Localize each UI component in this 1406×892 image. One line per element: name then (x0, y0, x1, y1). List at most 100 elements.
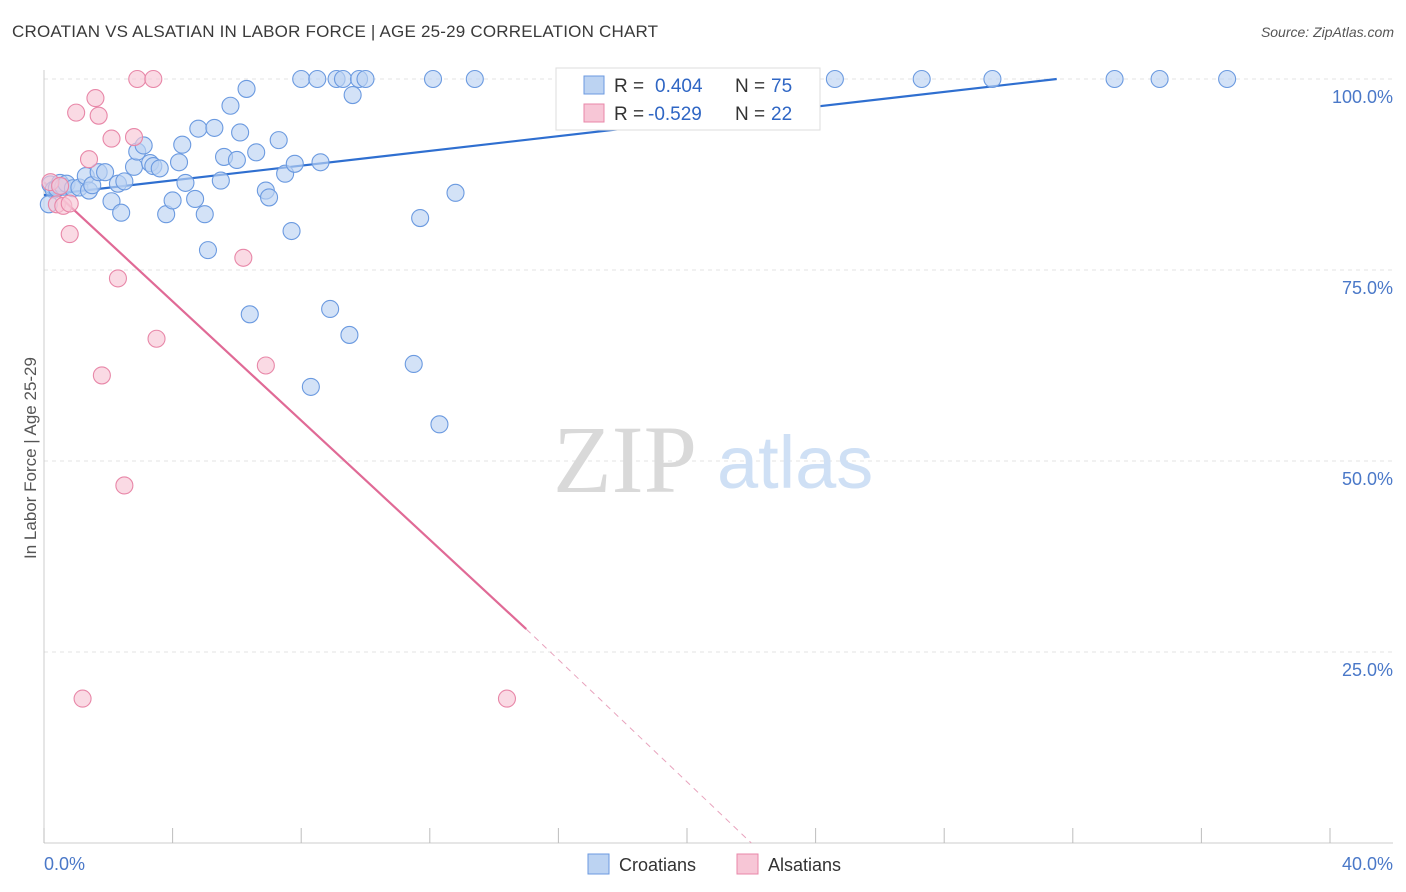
point-alsatians (124, 128, 144, 147)
point-croatians (825, 69, 844, 89)
point-croatians (205, 118, 224, 137)
point-croatians (198, 241, 218, 260)
point-croatians (189, 119, 208, 138)
point-croatians (333, 69, 353, 89)
y-tick-label-50: 50.0% (1342, 469, 1393, 489)
point-croatians (186, 189, 205, 208)
y-tick-label-25: 25.0% (1342, 660, 1393, 680)
point-alsatians (497, 689, 517, 708)
legend-swatch-croatians (587, 853, 610, 875)
watermark-zip: ZIP (553, 406, 697, 513)
point-croatians (340, 325, 359, 344)
point-alsatians (67, 103, 86, 122)
point-croatians (115, 172, 134, 191)
stats-n-value-croatians: 75 (771, 76, 792, 97)
point-alsatians (147, 329, 166, 348)
point-croatians (269, 131, 288, 150)
point-croatians (227, 150, 246, 170)
point-croatians (282, 221, 301, 241)
chart-title: CROATIAN VS ALSATIAN IN LABOR FORCE | AG… (12, 22, 659, 41)
point-alsatians (144, 69, 163, 89)
point-croatians (423, 69, 443, 89)
point-croatians (404, 354, 423, 374)
point-croatians (321, 299, 340, 319)
point-croatians (150, 159, 169, 178)
trend-line-alsatians-extrapolated (525, 628, 752, 844)
x-tick-label-max: 40.0% (1342, 854, 1393, 874)
source-label: Source: ZipAtlas.com (1260, 24, 1394, 40)
legend-label-alsatians: Alsatians (768, 855, 841, 875)
point-croatians (356, 69, 375, 89)
stats-r-value-croatians: 0.404 (655, 76, 703, 97)
watermark-atlas: atlas (717, 421, 873, 504)
y-tick-label-75: 75.0% (1342, 278, 1393, 298)
point-alsatians (115, 476, 134, 495)
point-alsatians (60, 225, 79, 244)
point-croatians (1105, 69, 1124, 89)
stats-swatch-alsatians (583, 103, 605, 123)
point-alsatians (92, 366, 111, 385)
point-croatians (411, 208, 430, 228)
stats-r-label-alsatians: R = (614, 104, 644, 125)
legend: Croatians Alsatians (587, 853, 841, 875)
point-croatians (176, 173, 195, 192)
point-croatians (301, 377, 320, 396)
x-tick-label-min: 0.0% (44, 854, 85, 874)
stats-n-label-croatians: N = (735, 76, 765, 97)
point-croatians (446, 183, 465, 202)
point-alsatians (79, 150, 99, 169)
stats-n-label-alsatians: N = (735, 104, 765, 125)
stats-r-value-alsatians: -0.529 (648, 104, 702, 125)
point-alsatians (256, 356, 275, 375)
point-croatians (195, 205, 214, 224)
trend-lines (43, 77, 1057, 844)
point-croatians (1150, 69, 1169, 89)
stats-swatch-croatians (583, 75, 605, 95)
point-alsatians (108, 269, 127, 288)
y-tick-label-100: 100.0% (1332, 87, 1393, 107)
point-croatians (247, 143, 266, 162)
point-alsatians (234, 248, 253, 267)
point-croatians (169, 153, 189, 172)
y-axis-label: In Labor Force | Age 25-29 (21, 357, 40, 559)
point-croatians (308, 69, 327, 89)
point-alsatians (89, 106, 108, 125)
trend-line-alsatians (43, 181, 527, 630)
point-alsatians (86, 89, 105, 108)
point-alsatians (128, 69, 147, 89)
point-croatians (1218, 69, 1237, 89)
point-croatians (211, 171, 230, 190)
point-croatians (231, 123, 250, 142)
y-tick-labels: 25.0% 50.0% 75.0% 100.0% (1332, 87, 1393, 680)
point-croatians (112, 203, 131, 222)
point-croatians (221, 96, 240, 115)
data-points (39, 69, 1237, 708)
stats-box: R = 0.404 N = 75 R = -0.529 N = 22 (555, 67, 821, 131)
point-croatians (124, 157, 144, 176)
point-alsatians (73, 689, 92, 708)
point-croatians (259, 188, 279, 207)
point-croatians (237, 79, 256, 98)
legend-label-croatians: Croatians (619, 855, 696, 875)
grid-lines (44, 78, 1393, 653)
point-croatians (240, 305, 259, 324)
point-croatians (173, 135, 192, 154)
point-croatians (465, 69, 484, 89)
point-croatians (983, 69, 1002, 89)
point-alsatians (51, 176, 70, 196)
point-croatians (285, 154, 304, 173)
stats-n-value-alsatians: 22 (771, 104, 792, 125)
point-croatians (311, 153, 330, 172)
point-croatians (912, 69, 931, 89)
point-croatians (292, 69, 311, 89)
legend-swatch-alsatians (736, 853, 759, 875)
watermark: ZIP atlas (553, 406, 873, 513)
stats-r-label-croatians: R = (614, 76, 644, 97)
point-croatians (430, 415, 449, 434)
trend-line-croatians (43, 77, 1057, 197)
point-alsatians (60, 194, 79, 213)
point-croatians (163, 191, 182, 210)
point-alsatians (102, 129, 121, 148)
point-croatians (343, 85, 362, 105)
